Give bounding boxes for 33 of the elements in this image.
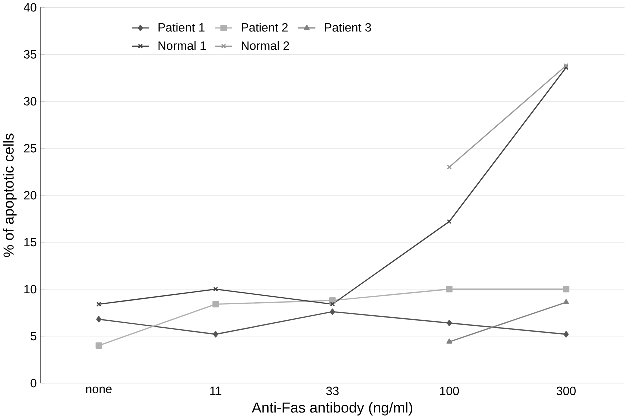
point [447, 219, 452, 224]
legend-label: Patient 1 [158, 23, 205, 32]
point [564, 331, 569, 338]
y-tick-label: 40 [24, 3, 37, 12]
point [96, 342, 102, 349]
point [213, 331, 218, 338]
y-tick-label: 5 [30, 332, 37, 341]
y-tick-label: 25 [24, 144, 37, 153]
point [446, 286, 453, 293]
x-tick-label: 100 [440, 386, 460, 396]
x-tick-label: none [86, 386, 112, 394]
x-tick-label: 300 [556, 386, 576, 396]
legend-label: Patient 3 [325, 23, 372, 32]
y-tick-label: 0 [30, 379, 37, 388]
x-tick-label: 33 [326, 386, 339, 396]
point [212, 301, 220, 308]
point [96, 316, 102, 323]
point [446, 320, 452, 326]
legend-label: Normal 1 [158, 41, 206, 50]
y-tick-label: 15 [24, 238, 37, 247]
x-axis-title: Anti-Fas antibody (ng/ml) [252, 402, 412, 416]
legend-label: Normal 2 [242, 41, 290, 50]
legend-label: Patient 2 [242, 23, 288, 32]
y-tick-label: 20 [24, 191, 37, 200]
y-axis-title: % of apoptotic cells [3, 134, 17, 258]
point [330, 302, 336, 307]
y-tick-label: 30 [24, 97, 37, 106]
point [213, 286, 218, 292]
y-tick-label: 35 [24, 50, 37, 59]
point [563, 286, 570, 293]
y-tick-label: 10 [24, 285, 37, 294]
point [330, 308, 336, 316]
x-tick-label: 11 [210, 386, 222, 396]
